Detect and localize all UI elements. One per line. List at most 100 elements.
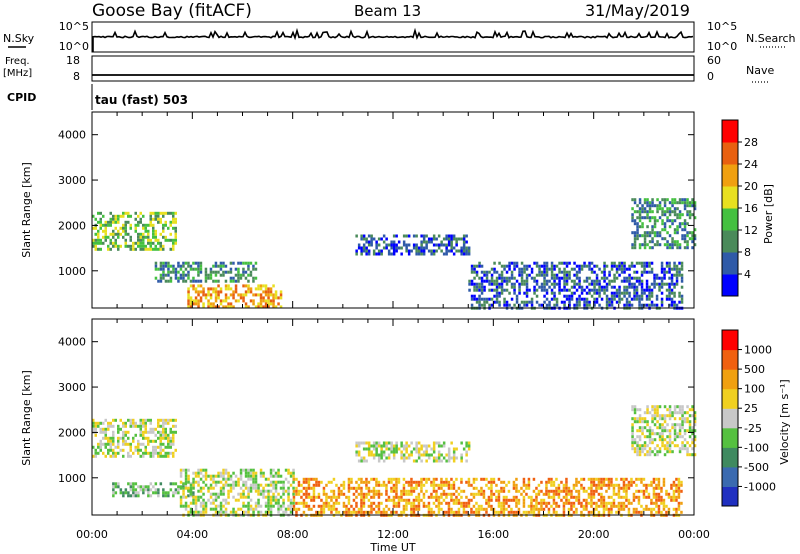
velocity-cell <box>677 504 681 508</box>
velocity-cell <box>460 453 463 457</box>
velocity-cell <box>417 456 421 460</box>
velocity-cell <box>184 474 188 478</box>
velocity-cell <box>370 453 373 457</box>
power-cell <box>563 294 566 298</box>
power-cell <box>528 300 531 304</box>
velocity-cell <box>382 459 386 463</box>
velocity-cell <box>622 477 626 481</box>
power-cell <box>174 270 178 274</box>
velocity-cell <box>249 486 253 490</box>
power-cell <box>636 204 639 208</box>
velocity-cell <box>142 433 145 437</box>
velocity-cell <box>202 498 205 502</box>
velocity-cell <box>642 495 646 499</box>
velocity-cell <box>287 498 290 502</box>
power-cell <box>114 220 117 224</box>
power-cell <box>432 234 436 238</box>
velocity-cell <box>686 405 689 409</box>
velocity-cell <box>355 444 358 448</box>
power-cell <box>239 261 243 265</box>
velocity-cell <box>430 510 433 514</box>
velocity-cell <box>122 439 125 443</box>
velocity-cell <box>149 494 153 498</box>
velocity-cell <box>112 424 115 428</box>
velocity-cell <box>340 489 343 493</box>
power-cell <box>415 243 418 247</box>
power-cell <box>598 303 601 307</box>
power-cell <box>595 264 599 268</box>
velocity-cell <box>607 501 611 505</box>
power-cell <box>670 273 674 277</box>
velocity-cell <box>400 492 403 496</box>
power-cell <box>249 273 253 277</box>
power-cell <box>152 232 155 236</box>
power-cell <box>615 276 619 280</box>
velocity-cell <box>152 445 155 449</box>
velocity-cell <box>492 477 496 481</box>
velocity-cell <box>292 477 296 481</box>
velocity-cell <box>661 426 664 430</box>
power-cell <box>478 264 481 268</box>
velocity-cell <box>310 486 313 490</box>
power-cell <box>189 305 193 309</box>
power-cell <box>395 234 398 238</box>
velocity-cell <box>445 501 448 505</box>
power-cell <box>640 297 644 301</box>
power-cell <box>500 264 504 268</box>
velocity-cell <box>681 441 684 445</box>
velocity-cell <box>405 492 408 496</box>
power-cell <box>164 211 167 215</box>
velocity-cell <box>467 477 471 481</box>
power-cell <box>615 267 619 271</box>
velocity-cell <box>605 489 608 493</box>
velocity-cell <box>472 480 476 484</box>
power-cell <box>169 220 172 224</box>
velocity-cell <box>332 501 336 505</box>
velocity-cell <box>249 489 253 493</box>
velocity-cell <box>390 450 393 454</box>
power-cell <box>99 223 102 227</box>
power-cell <box>676 243 679 247</box>
velocity-cell <box>590 504 593 508</box>
power-cell <box>129 223 132 227</box>
power-cell <box>510 261 514 265</box>
velocity-cell <box>670 486 673 490</box>
velocity-cell <box>680 483 683 487</box>
velocity-cell <box>490 495 493 499</box>
velocity-cell <box>656 408 659 412</box>
velocity-cell <box>631 405 634 409</box>
power-cell <box>613 285 616 289</box>
velocity-cell <box>147 439 150 443</box>
velocity-cell <box>259 489 263 493</box>
velocity-cell <box>272 483 275 487</box>
power-cell <box>139 244 142 248</box>
power-cell <box>197 270 200 274</box>
power-cell <box>154 232 157 236</box>
velocity-cell <box>269 471 273 475</box>
power-cell <box>658 201 662 205</box>
velocity-cell <box>565 495 568 499</box>
velocity-cell <box>475 501 478 505</box>
power-cell <box>645 303 649 307</box>
velocity-cell <box>375 483 378 487</box>
power-cell <box>257 302 260 306</box>
velocity-cell <box>385 492 388 496</box>
velocity-cell <box>302 498 306 502</box>
velocity-cell <box>425 459 428 463</box>
power-cell <box>162 273 165 277</box>
power-cell <box>490 273 494 277</box>
velocity-cell <box>515 504 518 508</box>
velocity-cell <box>129 488 133 492</box>
velocity-cell <box>565 483 568 487</box>
velocity-cell <box>610 504 613 508</box>
velocity-cell <box>184 471 188 475</box>
power-cell <box>518 288 521 292</box>
power-cell <box>422 252 426 256</box>
power-cell <box>385 243 388 247</box>
velocity-cell <box>224 471 228 475</box>
velocity-cell <box>227 477 230 481</box>
power-cell <box>648 270 651 274</box>
velocity-cell <box>357 492 361 496</box>
velocity-cell <box>184 507 188 511</box>
power-cell <box>224 270 228 274</box>
